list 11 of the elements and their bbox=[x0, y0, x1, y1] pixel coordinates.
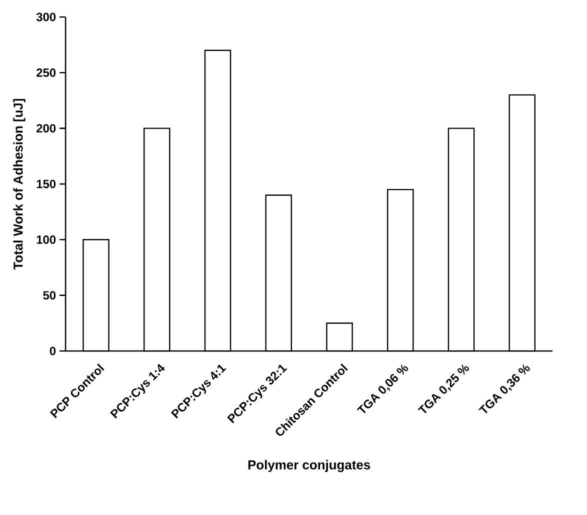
y-tick-label: 200 bbox=[36, 124, 56, 133]
y-tick-label: 250 bbox=[36, 68, 56, 77]
y-tick-label: 300 bbox=[36, 12, 56, 22]
y-tick-label: 0 bbox=[50, 346, 56, 356]
y-tick-label: 50 bbox=[43, 291, 56, 300]
y-tick-label: 100 bbox=[36, 235, 56, 244]
y-axis-title: Total Work of Adhesion [uJ] bbox=[13, 98, 26, 270]
y-tick-label: 150 bbox=[36, 180, 56, 188]
x-tick-label: TGA 0,06 % bbox=[356, 364, 408, 414]
x-axis-title: Polymer conjugates bbox=[248, 460, 370, 472]
x-tick-label: TGA 0,36 % bbox=[478, 364, 530, 414]
